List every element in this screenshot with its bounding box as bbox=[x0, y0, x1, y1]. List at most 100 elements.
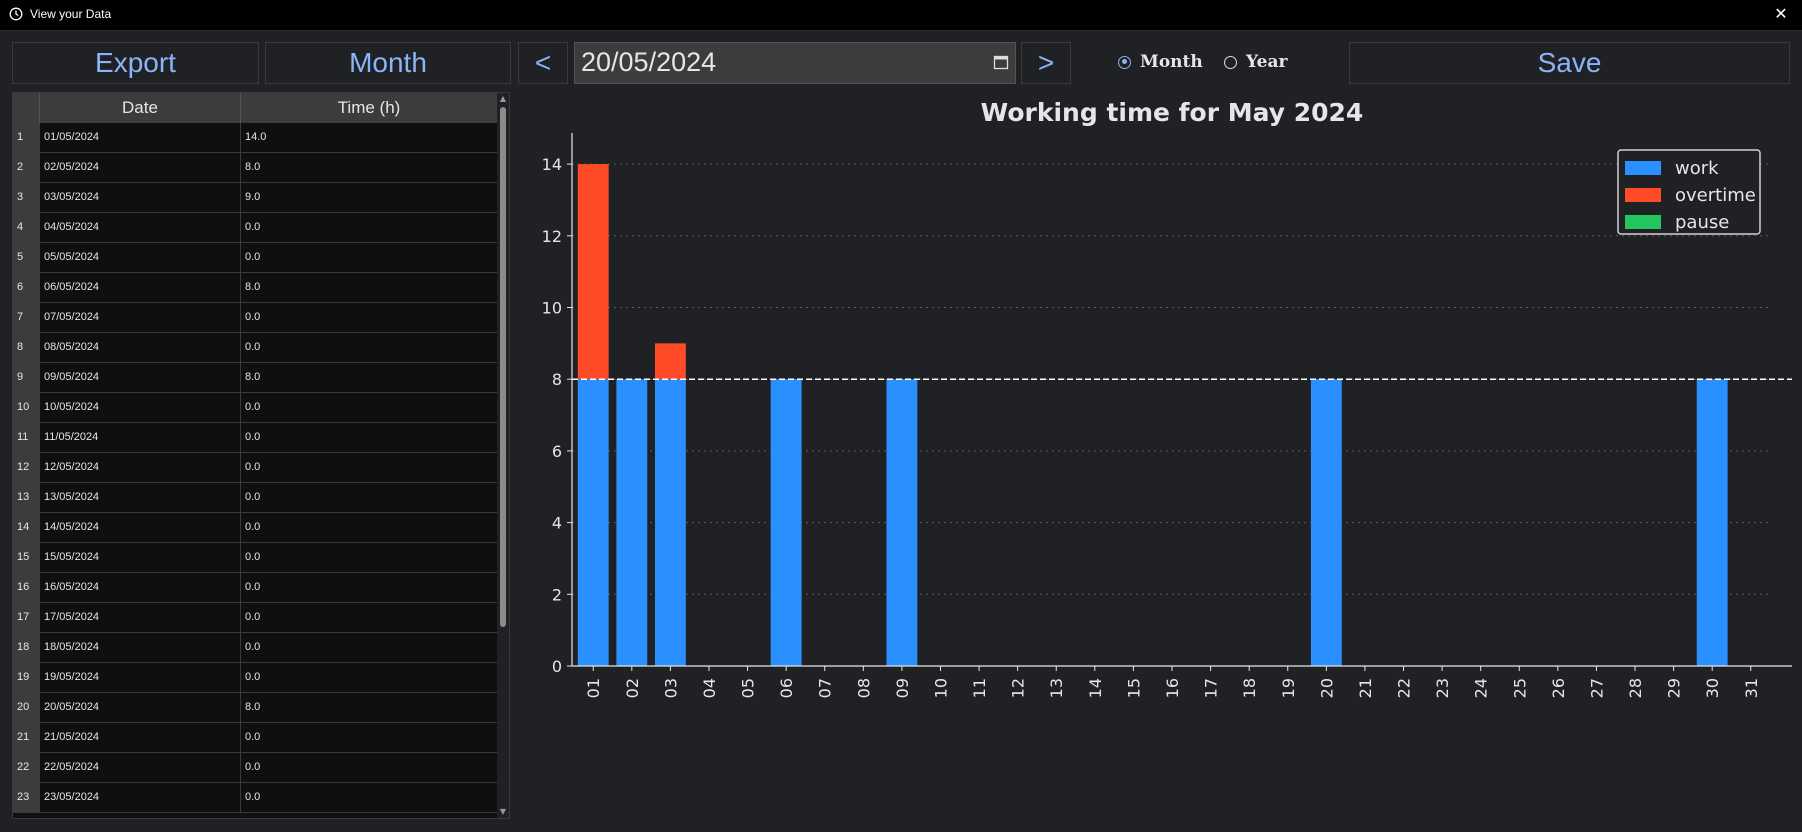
date-cell[interactable]: 16/05/2024 bbox=[40, 573, 241, 602]
date-cell[interactable]: 02/05/2024 bbox=[40, 153, 241, 182]
time-cell[interactable]: 9.0 bbox=[241, 183, 498, 212]
scrollbar-thumb[interactable] bbox=[500, 107, 506, 627]
date-cell[interactable]: 23/05/2024 bbox=[40, 783, 241, 812]
table-row[interactable]: 19 19/05/2024 0.0 bbox=[13, 663, 498, 693]
row-index[interactable]: 14 bbox=[13, 513, 40, 542]
table-row[interactable]: 21 21/05/2024 0.0 bbox=[13, 723, 498, 753]
time-cell[interactable]: 8.0 bbox=[241, 153, 498, 182]
table-row[interactable]: 7 07/05/2024 0.0 bbox=[13, 303, 498, 333]
date-cell[interactable]: 14/05/2024 bbox=[40, 513, 241, 542]
table-row[interactable]: 8 08/05/2024 0.0 bbox=[13, 333, 498, 363]
date-cell[interactable]: 06/05/2024 bbox=[40, 273, 241, 302]
table-row[interactable]: 16 16/05/2024 0.0 bbox=[13, 573, 498, 603]
date-cell[interactable]: 09/05/2024 bbox=[40, 363, 241, 392]
calendar-icon[interactable] bbox=[993, 54, 1009, 70]
previous-button[interactable]: < bbox=[518, 42, 568, 84]
table-row[interactable]: 20 20/05/2024 8.0 bbox=[13, 693, 498, 723]
date-input[interactable]: 20/05/2024 bbox=[574, 42, 1016, 84]
radio-month[interactable]: Month bbox=[1118, 52, 1203, 72]
row-index[interactable]: 13 bbox=[13, 483, 40, 512]
row-index[interactable]: 22 bbox=[13, 753, 40, 782]
next-button[interactable]: > bbox=[1021, 42, 1071, 84]
date-cell[interactable]: 07/05/2024 bbox=[40, 303, 241, 332]
row-index[interactable]: 11 bbox=[13, 423, 40, 452]
column-header-date[interactable]: Date bbox=[40, 93, 241, 123]
time-cell[interactable]: 0.0 bbox=[241, 663, 498, 692]
date-cell[interactable]: 08/05/2024 bbox=[40, 333, 241, 362]
row-index[interactable]: 7 bbox=[13, 303, 40, 332]
export-button[interactable]: Export bbox=[12, 42, 259, 84]
time-cell[interactable]: 0.0 bbox=[241, 603, 498, 632]
table-row[interactable]: 10 10/05/2024 0.0 bbox=[13, 393, 498, 423]
data-table[interactable]: Date Time (h) 1 01/05/2024 14.0 2 02/05/2024… bbox=[12, 92, 510, 819]
table-row[interactable]: 4 04/05/2024 0.0 bbox=[13, 213, 498, 243]
date-cell[interactable]: 17/05/2024 bbox=[40, 603, 241, 632]
table-row[interactable]: 22 22/05/2024 0.0 bbox=[13, 753, 498, 783]
time-cell[interactable]: 0.0 bbox=[241, 573, 498, 602]
date-cell[interactable]: 11/05/2024 bbox=[40, 423, 241, 452]
time-cell[interactable]: 8.0 bbox=[241, 363, 498, 392]
table-row[interactable]: 12 12/05/2024 0.0 bbox=[13, 453, 498, 483]
table-row[interactable]: 9 09/05/2024 8.0 bbox=[13, 363, 498, 393]
row-index[interactable]: 15 bbox=[13, 543, 40, 572]
table-row[interactable]: 11 11/05/2024 0.0 bbox=[13, 423, 498, 453]
table-row[interactable]: 18 18/05/2024 0.0 bbox=[13, 633, 498, 663]
date-cell[interactable]: 10/05/2024 bbox=[40, 393, 241, 422]
time-cell[interactable]: 0.0 bbox=[241, 483, 498, 512]
month-button[interactable]: Month bbox=[265, 42, 511, 84]
date-cell[interactable]: 03/05/2024 bbox=[40, 183, 241, 212]
time-cell[interactable]: 0.0 bbox=[241, 753, 498, 782]
time-cell[interactable]: 0.0 bbox=[241, 723, 498, 752]
table-row[interactable]: 17 17/05/2024 0.0 bbox=[13, 603, 498, 633]
date-cell[interactable]: 01/05/2024 bbox=[40, 123, 241, 152]
row-index[interactable]: 21 bbox=[13, 723, 40, 752]
radio-year[interactable]: Year bbox=[1224, 52, 1287, 72]
column-header-time[interactable]: Time (h) bbox=[241, 93, 498, 123]
time-cell[interactable]: 14.0 bbox=[241, 123, 498, 152]
save-button[interactable]: Save bbox=[1349, 42, 1790, 84]
date-cell[interactable]: 15/05/2024 bbox=[40, 543, 241, 572]
date-cell[interactable]: 05/05/2024 bbox=[40, 243, 241, 272]
row-index[interactable]: 23 bbox=[13, 783, 40, 812]
date-cell[interactable]: 19/05/2024 bbox=[40, 663, 241, 692]
table-row[interactable]: 2 02/05/2024 8.0 bbox=[13, 153, 498, 183]
table-corner[interactable] bbox=[13, 93, 40, 123]
time-cell[interactable]: 0.0 bbox=[241, 513, 498, 542]
time-cell[interactable]: 8.0 bbox=[241, 693, 498, 722]
table-row[interactable]: 1 01/05/2024 14.0 bbox=[13, 123, 498, 153]
date-cell[interactable]: 21/05/2024 bbox=[40, 723, 241, 752]
table-row[interactable]: 15 15/05/2024 0.0 bbox=[13, 543, 498, 573]
row-index[interactable]: 5 bbox=[13, 243, 40, 272]
row-index[interactable]: 9 bbox=[13, 363, 40, 392]
table-row[interactable]: 13 13/05/2024 0.0 bbox=[13, 483, 498, 513]
row-index[interactable]: 6 bbox=[13, 273, 40, 302]
date-cell[interactable]: 04/05/2024 bbox=[40, 213, 241, 242]
row-index[interactable]: 12 bbox=[13, 453, 40, 482]
close-icon[interactable]: ✕ bbox=[1774, 4, 1788, 23]
time-cell[interactable]: 0.0 bbox=[241, 423, 498, 452]
time-cell[interactable]: 0.0 bbox=[241, 303, 498, 332]
table-row[interactable]: 14 14/05/2024 0.0 bbox=[13, 513, 498, 543]
time-cell[interactable]: 0.0 bbox=[241, 453, 498, 482]
row-index[interactable]: 2 bbox=[13, 153, 40, 182]
row-index[interactable]: 1 bbox=[13, 123, 40, 152]
time-cell[interactable]: 0.0 bbox=[241, 243, 498, 272]
date-cell[interactable]: 12/05/2024 bbox=[40, 453, 241, 482]
scroll-up-icon[interactable]: ▲ bbox=[499, 94, 507, 103]
row-index[interactable]: 16 bbox=[13, 573, 40, 602]
date-cell[interactable]: 13/05/2024 bbox=[40, 483, 241, 512]
table-row[interactable]: 6 06/05/2024 8.0 bbox=[13, 273, 498, 303]
date-cell[interactable]: 20/05/2024 bbox=[40, 693, 241, 722]
table-row[interactable]: 23 23/05/2024 0.0 bbox=[13, 783, 498, 813]
row-index[interactable]: 3 bbox=[13, 183, 40, 212]
date-cell[interactable]: 18/05/2024 bbox=[40, 633, 241, 662]
time-cell[interactable]: 0.0 bbox=[241, 543, 498, 572]
time-cell[interactable]: 0.0 bbox=[241, 333, 498, 362]
row-index[interactable]: 18 bbox=[13, 633, 40, 662]
table-scrollbar[interactable]: ▲ ▼ bbox=[497, 93, 509, 818]
table-row[interactable]: 5 05/05/2024 0.0 bbox=[13, 243, 498, 273]
row-index[interactable]: 20 bbox=[13, 693, 40, 722]
row-index[interactable]: 19 bbox=[13, 663, 40, 692]
time-cell[interactable]: 0.0 bbox=[241, 633, 498, 662]
row-index[interactable]: 10 bbox=[13, 393, 40, 422]
